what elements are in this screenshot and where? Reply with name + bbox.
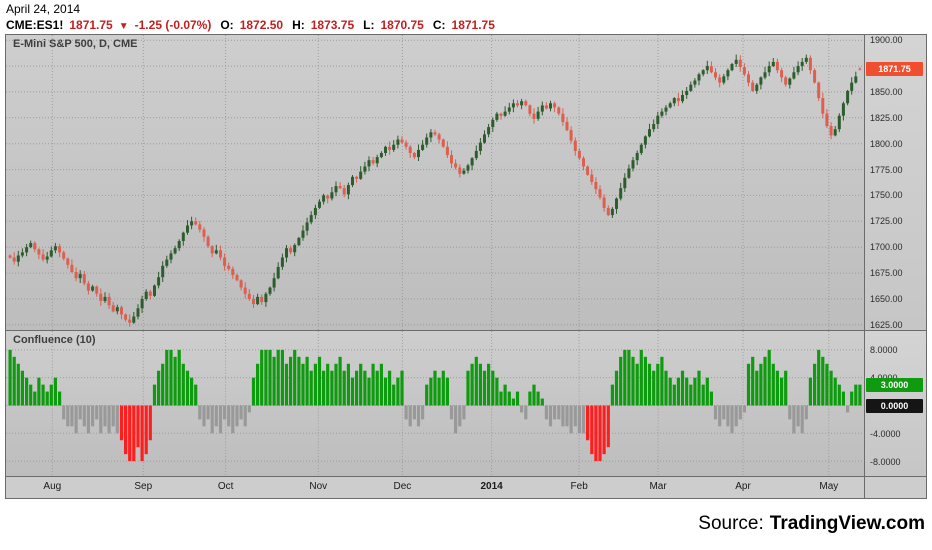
high-label: H:: [292, 18, 305, 32]
price-axis-label: 1800.00: [870, 138, 903, 149]
time-axis-corner: [864, 476, 926, 498]
price-change: -1.25 (-0.07%): [134, 18, 212, 32]
chart-area: E-Mini S&P 500, D, CME 1871.75 1900.00 18…: [5, 34, 927, 499]
chart-header: April 24, 2014 CME:ES1! 1871.75 ▼ -1.25 …: [0, 0, 932, 34]
time-axis-label: Apr: [735, 481, 751, 492]
main-pane[interactable]: E-Mini S&P 500, D, CME: [6, 35, 864, 330]
ticker-line: CME:ES1! 1871.75 ▼ -1.25 (-0.07%) O: 187…: [6, 18, 932, 32]
price-axis-label: 1825.00: [870, 112, 903, 123]
time-axis-label: Feb: [570, 481, 588, 492]
price-axis-label: 1650.00: [870, 293, 903, 304]
indicator-axis-label: -8.0000: [870, 457, 901, 467]
time-axis-label: Sep: [134, 481, 153, 492]
time-axis[interactable]: Aug Sep Oct Nov Dec 2014 Feb Mar Apr May: [6, 476, 864, 498]
close-label: C:: [432, 18, 446, 32]
time-axis-label: Aug: [43, 481, 62, 492]
down-arrow-icon: ▼: [118, 21, 129, 32]
open-label: O:: [220, 18, 234, 32]
indicator-zero-badge: 0.0000: [866, 399, 923, 413]
low-label: L:: [363, 18, 375, 32]
price-axis-label: 1675.00: [870, 268, 903, 279]
main-pane-title[interactable]: E-Mini S&P 500, D, CME: [13, 38, 138, 50]
indicator-value-badge: 3.0000: [866, 378, 923, 392]
time-axis-label: 2014: [480, 481, 503, 492]
indicator-axis[interactable]: 3.0000 0.0000 8.00004.0000-4.0000-8.0000: [864, 330, 926, 476]
indicator-canvas[interactable]: [6, 331, 864, 476]
time-axis-label: Nov: [309, 481, 328, 492]
time-axis-label: Dec: [393, 481, 412, 492]
low-value: 1870.75: [380, 18, 424, 32]
indicator-axis-label: -4.0000: [870, 429, 901, 439]
price-axis-label: 1900.00: [870, 35, 903, 46]
indicator-axis-label: 8.0000: [870, 345, 898, 355]
price-axis-label: 1700.00: [870, 242, 903, 253]
price-axis-label: 1750.00: [870, 190, 903, 201]
time-axis-label: Oct: [217, 481, 234, 492]
source-label: Source:: [698, 512, 764, 534]
main-chart-canvas[interactable]: [6, 35, 864, 330]
high-value: 1873.75: [310, 18, 355, 32]
price-axis[interactable]: 1871.75 1900.001875.001850.001825.001800…: [864, 35, 926, 330]
time-axis-label: May: [819, 481, 839, 492]
indicator-pane-title[interactable]: Confluence (10): [13, 334, 96, 346]
indicator-pane[interactable]: Confluence (10): [6, 330, 864, 476]
time-axis-label: Mar: [649, 481, 667, 492]
footer: Source: TradingView.com: [0, 499, 932, 548]
last-price-badge: 1871.75: [866, 62, 923, 77]
price-axis-label: 1850.00: [870, 86, 903, 97]
price-axis-label: 1775.00: [870, 164, 903, 175]
source-name: TradingView.com: [769, 512, 925, 534]
last-price: 1871.75: [69, 18, 113, 32]
price-axis-label: 1625.00: [870, 319, 903, 330]
open-value: 1872.50: [239, 18, 284, 32]
price-axis-label: 1725.00: [870, 216, 903, 227]
close-value: 1871.75: [451, 18, 495, 32]
symbol-label[interactable]: CME:ES1!: [6, 18, 64, 32]
date-label: April 24, 2014: [6, 2, 81, 16]
